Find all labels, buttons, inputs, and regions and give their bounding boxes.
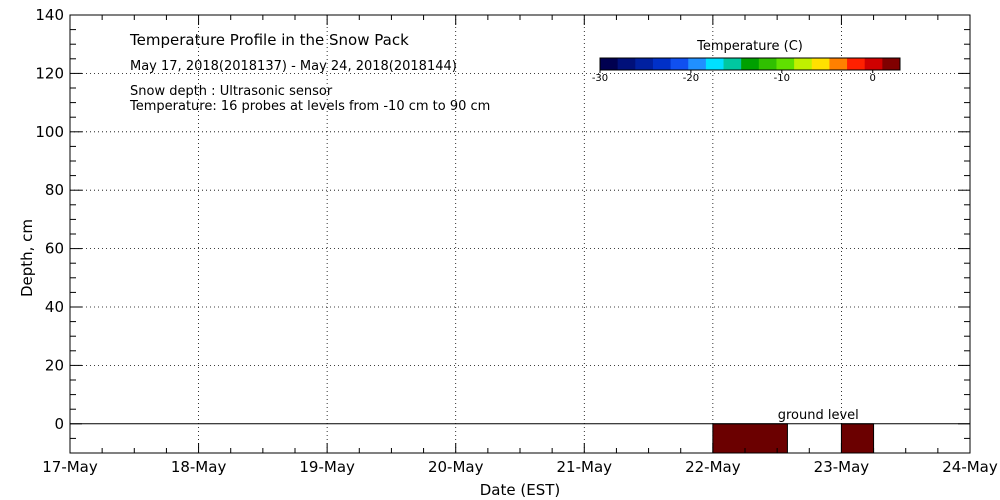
y-axis-label: Depth, cm [18,219,36,297]
colorbar-segment [652,58,672,70]
colorbar-tick-label: 0 [870,73,876,84]
colorbar-frame [599,57,901,71]
y-tick-label: 40 [45,298,64,316]
colorbar-segment [776,58,795,70]
y-tick-label: 100 [35,123,64,141]
y-tick-label: 0 [54,415,64,433]
colorbar-tick-labels: -30 -20 -10 0 [592,73,876,84]
x-axis-label: Date (EST) [480,481,561,499]
heatmap-cell [840,423,875,454]
ground-level-label: ground level [778,408,859,423]
x-tick-label: 21-May [557,458,613,476]
colorbar-segment [741,58,760,70]
colorbar-segment [847,58,866,70]
colorbar [599,57,901,73]
note-temperature: Temperature: 16 probes at levels from -1… [129,99,490,114]
colorbar-segment [670,58,689,70]
x-tick-label: 18-May [171,458,227,476]
colorbar-segment [882,58,901,70]
x-tick-label: 22-May [685,458,741,476]
colorbar-segment [811,58,830,70]
y-tick-label: 20 [45,356,64,374]
colorbar-segment [705,58,725,70]
colorbar-segment [688,58,707,70]
colorbar-tick-label: -20 [683,73,699,84]
x-tick-label: 17-May [42,458,98,476]
colorbar-segment [864,58,883,70]
x-tick-label: 19-May [299,458,355,476]
colorbar-segment [635,58,654,70]
colorbar-segment [617,58,636,70]
x-tick-labels: 17-May 18-May 19-May 20-May 21-May 22-May 23-M… [42,458,998,476]
y-tick-label: 120 [35,64,64,82]
x-tick-label: 24-May [942,458,998,476]
colorbar-segment [829,58,848,70]
chart-title: Temperature Profile in the Snow Pack [129,31,409,49]
colorbar-tick-label: -10 [774,73,790,84]
colorbar-segment [758,58,777,70]
colorbar-segment [794,58,813,70]
note-snow-depth: Snow depth : Ultrasonic sensor [130,84,333,99]
y-tick-label: 140 [35,6,64,24]
x-tick-label: 20-May [428,458,484,476]
colorbar-segment [600,58,619,70]
colorbar-segment [723,58,742,70]
x-tick-label: 23-May [814,458,870,476]
colorbar-tick-label: -30 [592,73,608,84]
grid-lines [70,15,970,453]
y-tick-label: 60 [45,240,64,258]
heatmap-cell [712,423,788,454]
axis-ticks [69,14,971,454]
heatmap-cells [712,423,875,454]
y-tick-labels: 0 20 40 60 80 100 120 140 [35,6,64,433]
y-tick-label: 80 [45,181,64,199]
chart-subtitle: May 17, 2018(2018137) - May 24, 2018(201… [130,59,457,74]
colorbar-title: Temperature (C) [696,39,803,54]
plot-frame [69,14,971,454]
